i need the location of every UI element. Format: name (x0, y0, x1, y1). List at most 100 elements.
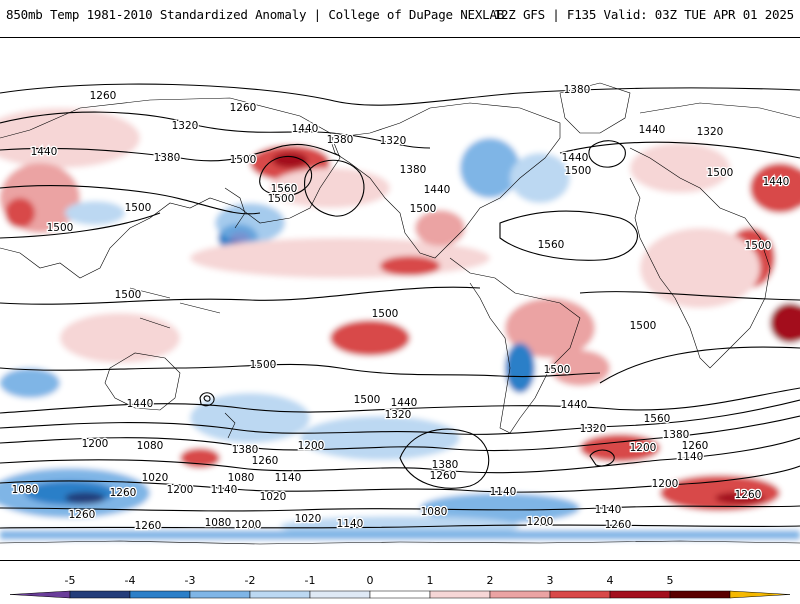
colorbar-tick-label: 3 (547, 574, 554, 587)
contour-label: 1500 (544, 364, 571, 376)
contour-label: 1500 (250, 359, 277, 371)
contour-label: 1500 (372, 308, 399, 320)
colorbar-tick-label: -3 (185, 574, 196, 587)
colorbar-swatch (129, 590, 191, 599)
colorbar: -5 -4 -3 -2 -1 0 1 2 3 4 5 (0, 560, 800, 600)
contour-label: 1440 (391, 397, 418, 409)
contour-label: 1500 (115, 289, 142, 301)
colorbar-swatch (549, 590, 611, 599)
colorbar-tick-label: -4 (125, 574, 136, 587)
contour-label: 1020 (295, 513, 322, 525)
contour-label: 1260 (605, 519, 632, 531)
contour-label: 1440 (562, 152, 589, 164)
contour-label: 1500 (745, 240, 772, 252)
contour-label: 1140 (275, 472, 302, 484)
colorbar-tick-label: -2 (245, 574, 256, 587)
colorbar-tick-label: -5 (65, 574, 76, 587)
contour-label: 1260 (252, 455, 279, 467)
contour-label: 1080 (12, 484, 39, 496)
contour-label: 1380 (154, 152, 181, 164)
contour-label: 1260 (230, 102, 257, 114)
colorbar-swatch (189, 590, 251, 599)
contour-label: 1200 (235, 519, 262, 531)
colorbar-swatch (489, 590, 551, 599)
colorbar-swatch (69, 590, 131, 599)
colorbar-swatches (9, 590, 791, 599)
contour-label: 1140 (490, 486, 517, 498)
contour-label: 1260 (135, 520, 162, 532)
colorbar-swatch (669, 590, 731, 599)
colorbar-tick-label: 5 (667, 574, 674, 587)
contour-label: 1500 (125, 202, 152, 214)
contour-label: 1200 (298, 440, 325, 452)
contour-label: 1380 (564, 84, 591, 96)
contour-label: 1140 (211, 484, 238, 496)
colorbar-tick-label: 2 (487, 574, 494, 587)
contour-label: 1260 (430, 470, 457, 482)
contour-label: 1440 (31, 146, 58, 158)
contour-label: 1500 (410, 203, 437, 215)
contour-label: 1380 (432, 459, 459, 471)
colorbar-swatch (309, 590, 371, 599)
colorbar-swatch (9, 590, 71, 599)
contour-label: 1200 (167, 484, 194, 496)
contour-label: 1260 (69, 509, 96, 521)
contour-label: 1080 (228, 472, 255, 484)
colorbar-swatch (369, 590, 431, 599)
contour-label: 1260 (110, 487, 137, 499)
contour-label: 1080 (205, 517, 232, 529)
contour-label: 1320 (580, 423, 607, 435)
contour-label: 1320 (385, 409, 412, 421)
contour-label: 1260 (682, 440, 709, 452)
contour-label: 1500 (565, 165, 592, 177)
contour-label: 1260 (735, 489, 762, 501)
contour-label: 1020 (260, 491, 287, 503)
contour-label: 1080 (137, 440, 164, 452)
map-title: 850mb Temp 1981-2010 Standardized Anomal… (6, 7, 505, 22)
contour-label: 1500 (268, 193, 295, 205)
contour-label: 1020 (142, 472, 169, 484)
contour-label: 1440 (127, 398, 154, 410)
contour-label: 1320 (172, 120, 199, 132)
contour-label: 1080 (421, 506, 448, 518)
contour-label: 1200 (82, 438, 109, 450)
contour-label: 1200 (630, 442, 657, 454)
contour-label: 1500 (354, 394, 381, 406)
anomaly-map: 1260 1260 1320 1440 1380 1320 1440 1380 1500 1560… (0, 37, 800, 561)
contour-label: 1380 (663, 429, 690, 441)
contour-label: 1440 (561, 399, 588, 411)
colorbar-swatch (729, 590, 791, 599)
contour-label: 1380 (327, 134, 354, 146)
colorbar-swatch (249, 590, 311, 599)
contour-label: 1440 (292, 123, 319, 135)
colorbar-swatch (609, 590, 671, 599)
contour-label: 1320 (697, 126, 724, 138)
contour-label: 1500 (630, 320, 657, 332)
contour-label: 1320 (380, 135, 407, 147)
contour-label: 1500 (230, 154, 257, 166)
model-run-info: 12Z GFS | F135 Valid: 03Z TUE APR 01 202… (493, 7, 795, 22)
contour-label: 1440 (424, 184, 451, 196)
contour-label: 1140 (595, 504, 622, 516)
contour-label: 1500 (707, 167, 734, 179)
colorbar-tick-label: 1 (427, 574, 434, 587)
colorbar-tick-label: -1 (305, 574, 316, 587)
height-contours (0, 83, 800, 529)
contour-label: 1140 (337, 518, 364, 530)
contour-label: 1140 (677, 451, 704, 463)
contour-label: 1560 (644, 413, 671, 425)
contour-label: 1440 (639, 124, 666, 136)
contour-label: 1440 (763, 176, 790, 188)
colorbar-tick-labels: -5 -4 -3 -2 -1 0 1 2 3 4 5 (65, 574, 674, 587)
contour-label: 1500 (47, 222, 74, 234)
contour-label: 1560 (538, 239, 565, 251)
contour-label: 1380 (400, 164, 427, 176)
colorbar-swatch (429, 590, 491, 599)
contour-label: 1200 (527, 516, 554, 528)
anomaly-shading (0, 38, 800, 560)
contour-label: 1260 (90, 90, 117, 102)
contour-label: 1560 (271, 183, 298, 195)
contour-label: 1380 (232, 444, 259, 456)
contour-label: 1200 (652, 478, 679, 490)
